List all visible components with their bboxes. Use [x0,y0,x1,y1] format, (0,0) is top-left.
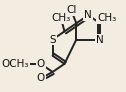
Text: S: S [49,34,56,45]
Text: N: N [84,10,92,20]
Text: CH₃: CH₃ [97,13,116,23]
Text: OCH₃: OCH₃ [1,59,29,69]
Text: Cl: Cl [66,5,76,15]
Text: N: N [96,34,104,45]
Text: O: O [37,73,45,83]
Text: O: O [37,59,45,69]
Text: CH₃: CH₃ [51,13,71,23]
